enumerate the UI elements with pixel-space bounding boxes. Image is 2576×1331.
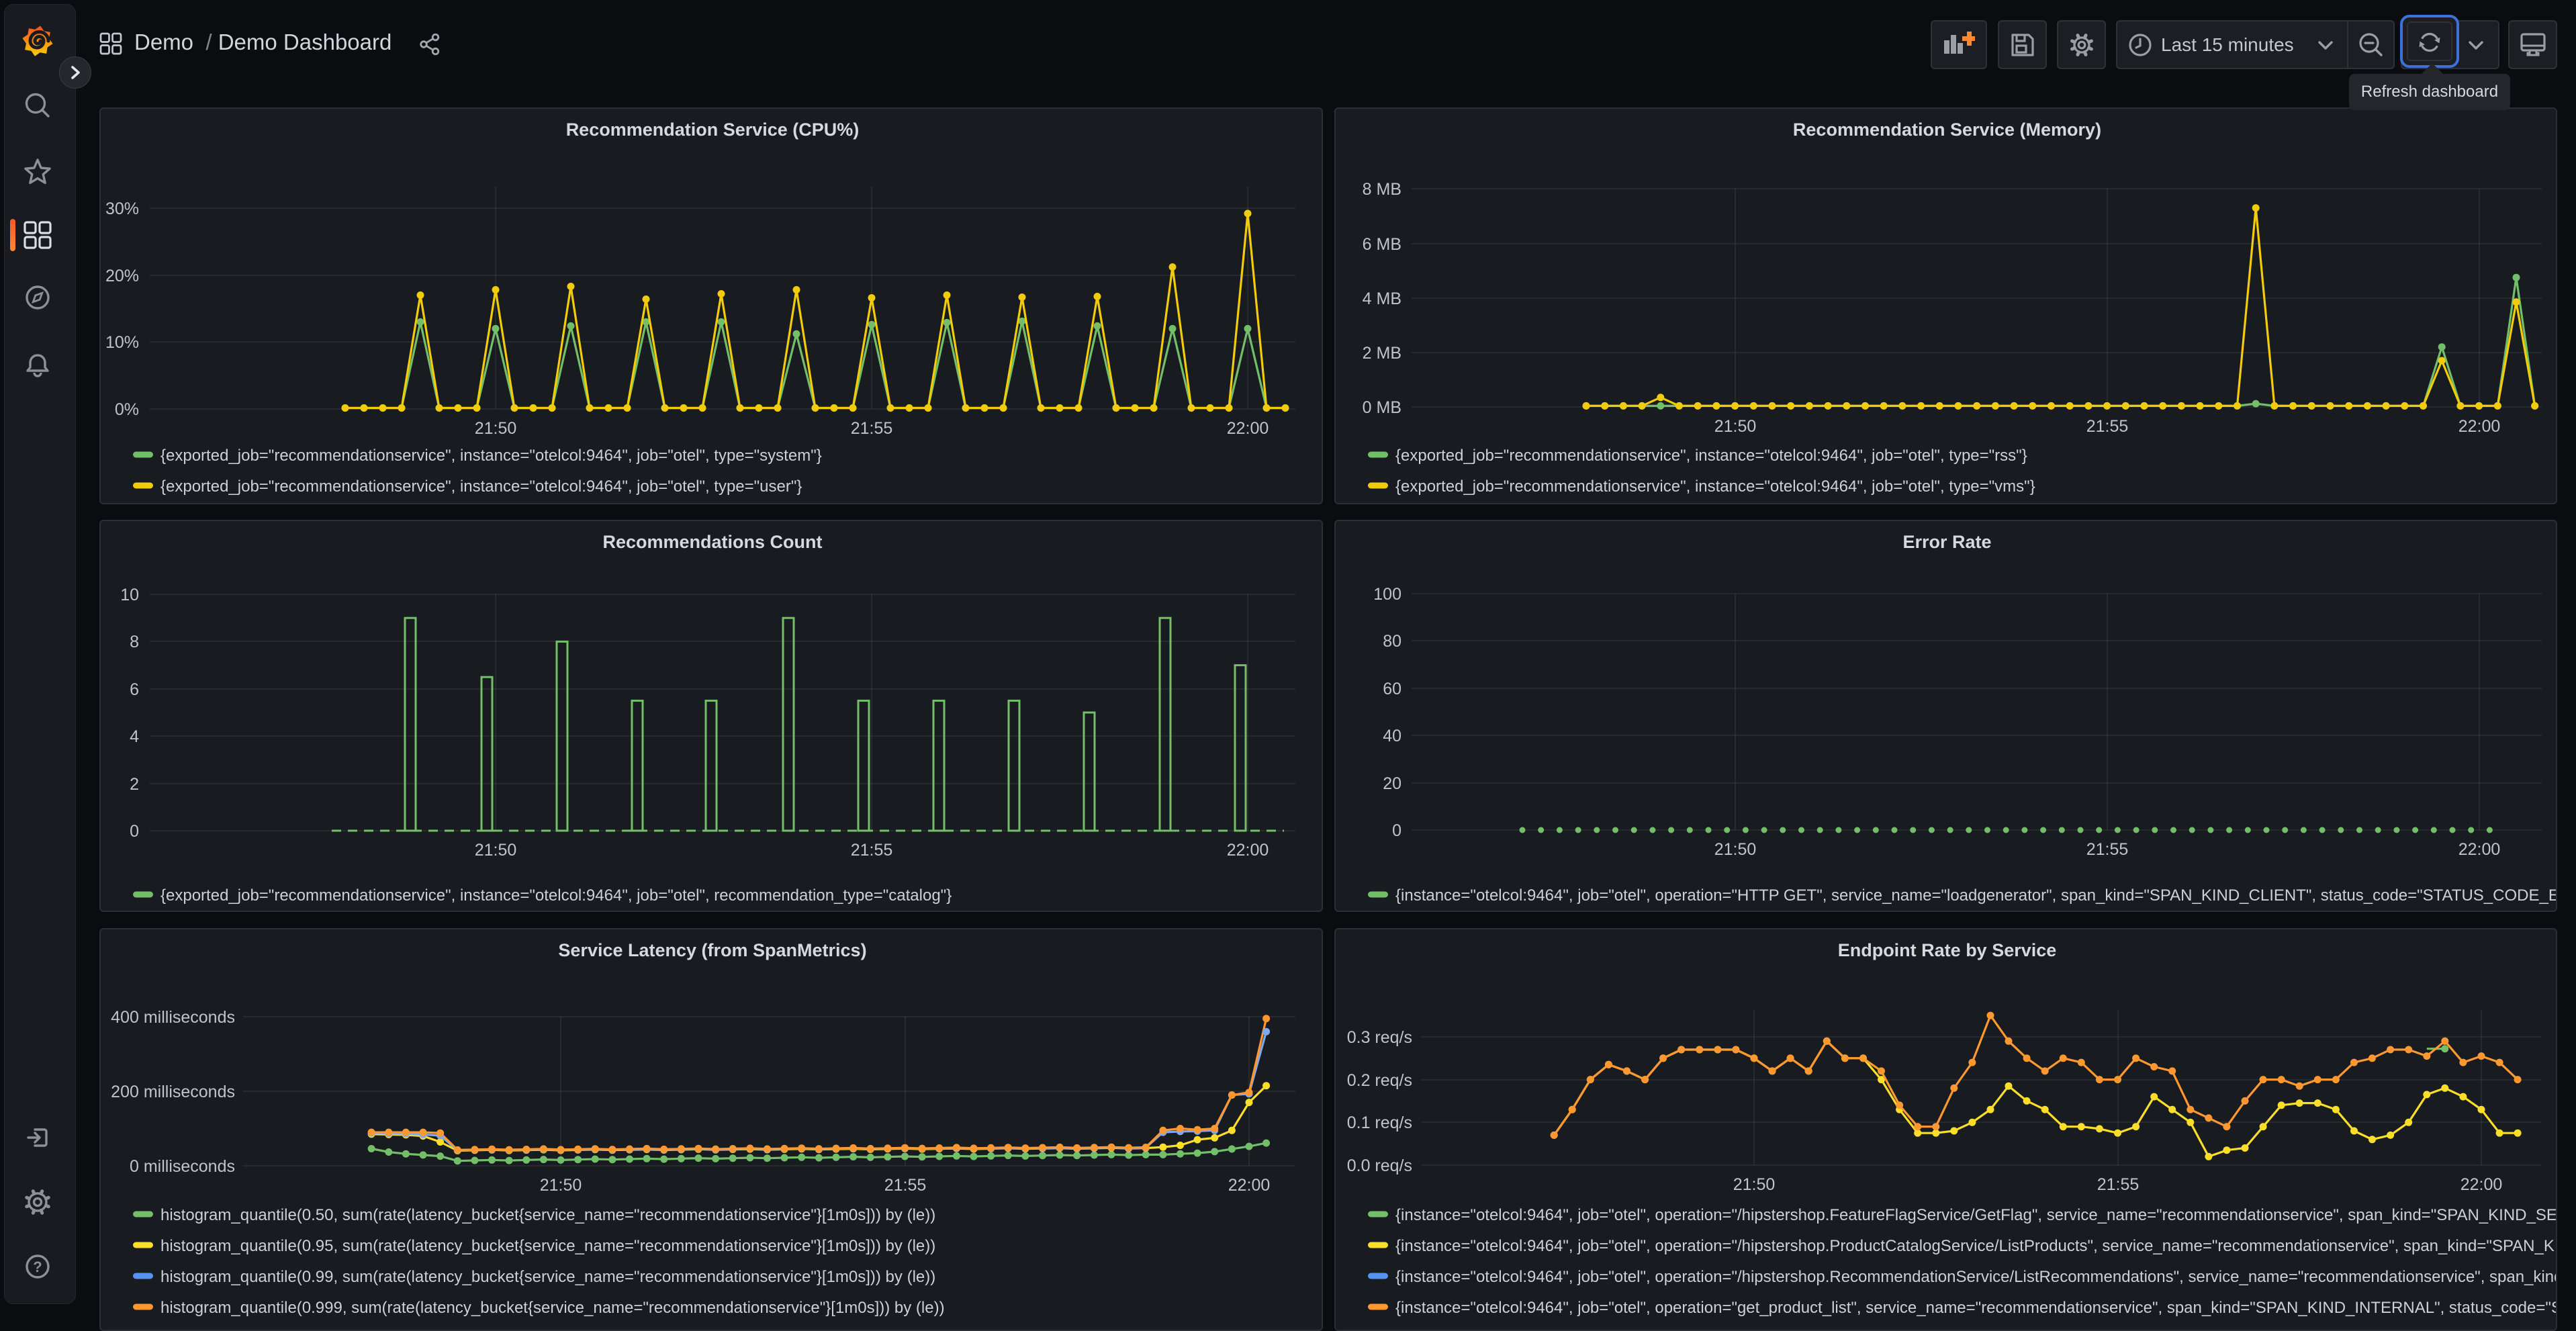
svg-text:20%: 20% — [105, 267, 139, 285]
svg-text:?: ? — [33, 1258, 42, 1275]
svg-text:0.1 req/s: 0.1 req/s — [1347, 1113, 1412, 1132]
svg-text:21:55: 21:55 — [2086, 417, 2129, 436]
svg-text:4: 4 — [130, 727, 139, 746]
svg-text:0 MB: 0 MB — [1363, 398, 1401, 417]
svg-text:{exported_job="recommendations: {exported_job="recommendationservice", i… — [160, 477, 802, 496]
svg-text:21:50: 21:50 — [1733, 1175, 1776, 1194]
svg-text:21:55: 21:55 — [851, 841, 893, 860]
svg-text:0: 0 — [130, 822, 139, 841]
svg-text:{exported_job="recommendations: {exported_job="recommendationservice", i… — [1395, 477, 2035, 496]
svg-text:22:00: 22:00 — [2460, 1175, 2503, 1194]
svg-text:{instance="otelcol:9464", job=: {instance="otelcol:9464", job="otel", op… — [1395, 886, 2557, 905]
svg-text:4 MB: 4 MB — [1363, 289, 1401, 308]
svg-text:21:50: 21:50 — [475, 419, 517, 438]
svg-text:21:50: 21:50 — [1714, 417, 1757, 436]
svg-text:2: 2 — [130, 775, 139, 794]
svg-text:21:50: 21:50 — [540, 1176, 582, 1195]
svg-text:{instance="otelcol:9464", job=: {instance="otelcol:9464", job="otel", op… — [1395, 1206, 2557, 1224]
svg-text:{exported_job="recommendations: {exported_job="recommendationservice", i… — [1395, 447, 2027, 465]
svg-text:0%: 0% — [115, 400, 139, 419]
svg-text:10: 10 — [120, 586, 139, 604]
svg-text:Recommendations Count: Recommendations Count — [602, 532, 822, 552]
svg-text:22:00: 22:00 — [1228, 1176, 1271, 1195]
svg-text:Recommendation Service (CPU%): Recommendation Service (CPU%) — [566, 120, 860, 140]
svg-text:0.0 req/s: 0.0 req/s — [1347, 1156, 1412, 1175]
svg-text:22:00: 22:00 — [2458, 417, 2501, 436]
svg-text:21:55: 21:55 — [851, 419, 893, 438]
svg-text:{instance="otelcol:9464", job=: {instance="otelcol:9464", job="otel", op… — [1395, 1268, 2557, 1286]
svg-text:40: 40 — [1383, 727, 1401, 745]
svg-text:0.2 req/s: 0.2 req/s — [1347, 1071, 1412, 1090]
svg-text:Error Rate: Error Rate — [1902, 532, 1991, 552]
svg-text:100: 100 — [1373, 585, 1401, 604]
svg-text:0 milliseconds: 0 milliseconds — [130, 1157, 235, 1176]
svg-text:80: 80 — [1383, 632, 1401, 651]
svg-text:8 MB: 8 MB — [1363, 180, 1401, 199]
svg-text:6 MB: 6 MB — [1363, 235, 1401, 254]
svg-text:10%: 10% — [105, 333, 139, 352]
svg-text:0: 0 — [1392, 821, 1401, 840]
svg-text:8: 8 — [130, 633, 139, 651]
svg-text:Service Latency (from SpanMetr: Service Latency (from SpanMetrics) — [558, 940, 866, 960]
svg-text:60: 60 — [1383, 680, 1401, 698]
svg-text:400 milliseconds: 400 milliseconds — [111, 1008, 235, 1027]
svg-text:21:50: 21:50 — [1714, 840, 1757, 859]
svg-text:22:00: 22:00 — [1227, 419, 1269, 438]
svg-text:histogram_quantile(0.50, sum(r: histogram_quantile(0.50, sum(rate(latenc… — [160, 1206, 935, 1224]
svg-text:21:50: 21:50 — [475, 841, 517, 860]
svg-text:histogram_quantile(0.95, sum(r: histogram_quantile(0.95, sum(rate(latenc… — [160, 1237, 935, 1255]
svg-text:0.3 req/s: 0.3 req/s — [1347, 1028, 1412, 1047]
svg-text:{exported_job="recommendations: {exported_job="recommendationservice", i… — [160, 447, 822, 465]
svg-text:20: 20 — [1383, 774, 1401, 793]
svg-text:30%: 30% — [105, 199, 139, 218]
svg-text:{instance="otelcol:9464", job=: {instance="otelcol:9464", job="otel", op… — [1395, 1237, 2557, 1255]
svg-text:200 milliseconds: 200 milliseconds — [111, 1083, 235, 1101]
svg-text:21:55: 21:55 — [2086, 840, 2129, 859]
svg-text:22:00: 22:00 — [2458, 840, 2501, 859]
svg-text:22:00: 22:00 — [1227, 841, 1269, 860]
svg-text:histogram_quantile(0.99, sum(r: histogram_quantile(0.99, sum(rate(latenc… — [160, 1268, 935, 1286]
svg-text:21:55: 21:55 — [2097, 1175, 2140, 1194]
svg-text:6: 6 — [130, 680, 139, 699]
svg-text:Recommendation Service (Memory: Recommendation Service (Memory) — [1793, 120, 2101, 140]
svg-text:Endpoint Rate by Service: Endpoint Rate by Service — [1838, 940, 2057, 960]
svg-text:21:55: 21:55 — [884, 1176, 927, 1195]
svg-text:2 MB: 2 MB — [1363, 344, 1401, 363]
svg-text:{exported_job="recommendations: {exported_job="recommendationservice", i… — [160, 886, 952, 905]
